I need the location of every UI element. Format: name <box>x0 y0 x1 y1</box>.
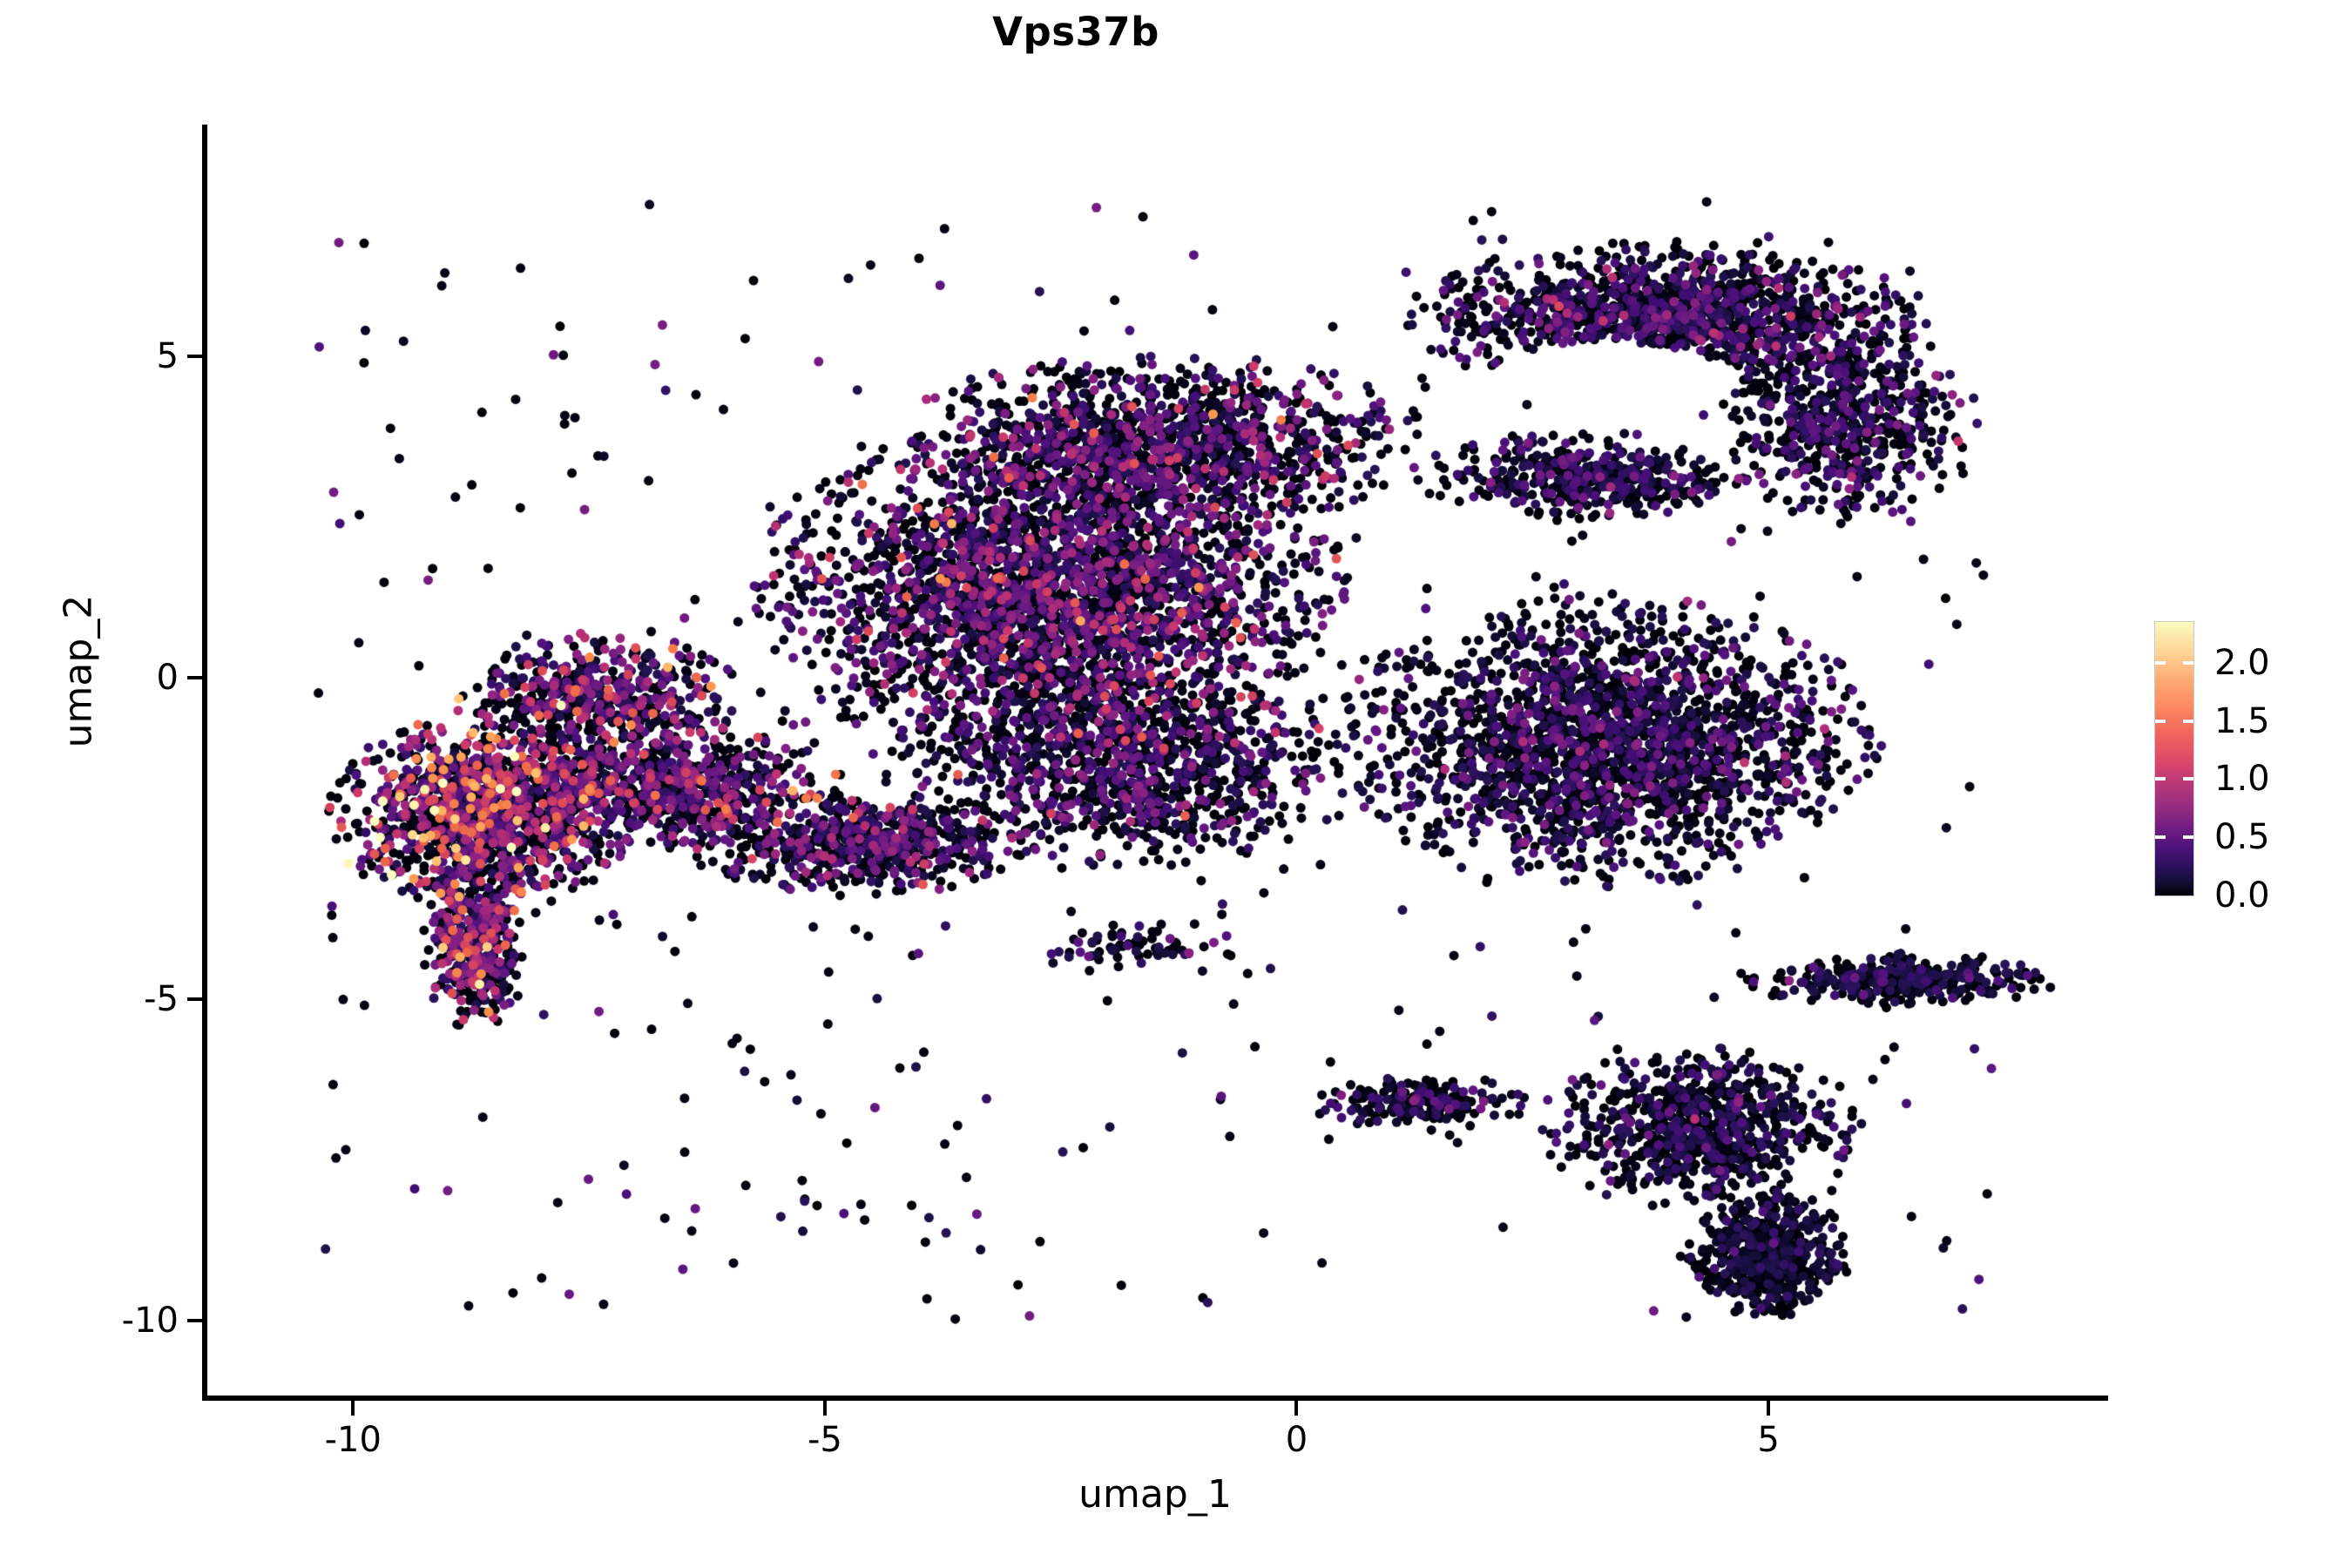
colorbar-tick-label: 0.5 <box>2214 817 2270 858</box>
colorbar-tick-label: 0.0 <box>2214 875 2270 916</box>
x-tick-label: -10 <box>324 1420 382 1460</box>
colorbar-tick-mark <box>2155 835 2166 840</box>
x-tick-mark <box>1294 1401 1299 1416</box>
x-axis-label: umap_1 <box>1078 1472 1232 1517</box>
x-tick-label: 0 <box>1285 1420 1308 1460</box>
colorbar-tick-mark <box>2155 660 2166 665</box>
y-tick-mark <box>187 1319 202 1323</box>
page-title: Vps37b <box>992 9 1159 55</box>
scatter-plot-area <box>202 125 2108 1398</box>
scatter-points-layer <box>202 125 2108 1398</box>
colorbar-gradient <box>2154 621 2194 896</box>
colorbar-tick-mark <box>2183 660 2193 665</box>
colorbar-tick-mark <box>2155 777 2166 781</box>
colorbar-tick-mark <box>2155 719 2166 723</box>
y-axis-label: umap_2 <box>56 594 101 748</box>
y-tick-mark <box>187 676 202 679</box>
y-tick-label: 0 <box>156 658 179 698</box>
x-axis-spine <box>202 1396 2108 1401</box>
x-tick-mark <box>1767 1401 1771 1416</box>
colorbar: 0.0 0.5 1.0 1.5 2.0 <box>2154 621 2270 916</box>
y-axis-spine <box>202 125 207 1401</box>
y-tick-mark <box>187 354 202 358</box>
x-tick-label: -5 <box>807 1420 842 1460</box>
y-tick-mark <box>187 997 202 1002</box>
colorbar-tick-mark <box>2183 719 2193 723</box>
x-tick-mark <box>351 1401 355 1416</box>
y-tick-label: -5 <box>144 979 179 1020</box>
colorbar-tick-mark <box>2183 835 2193 840</box>
x-tick-label: 5 <box>1757 1420 1780 1460</box>
colorbar-tick-label: 1.5 <box>2214 700 2270 741</box>
y-tick-label: -10 <box>121 1301 179 1342</box>
colorbar-tick-label: 2.0 <box>2214 642 2270 683</box>
colorbar-tick-label: 1.0 <box>2214 759 2270 800</box>
x-tick-mark <box>822 1401 827 1416</box>
colorbar-tick-mark <box>2183 777 2193 781</box>
y-tick-label: 5 <box>156 335 179 376</box>
